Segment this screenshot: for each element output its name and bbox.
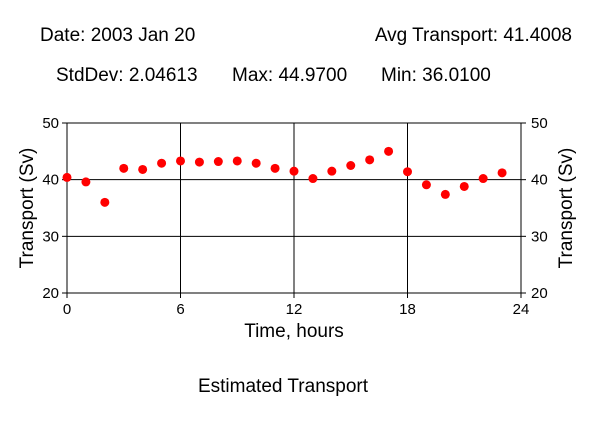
data-point xyxy=(478,174,488,184)
avg-transport-label: Avg Transport: 41.4008 xyxy=(375,25,572,46)
y-axis-title-left: Transport (Sv) xyxy=(17,148,38,269)
y-tick-label-left: 50 xyxy=(42,115,59,132)
data-point xyxy=(157,158,167,168)
data-point xyxy=(232,156,242,166)
y-tick-label-right: 40 xyxy=(531,172,548,189)
max-label: Max: 44.9700 xyxy=(232,65,347,86)
data-point xyxy=(138,164,148,174)
y-tick-label-left: 20 xyxy=(42,285,59,302)
data-point xyxy=(119,163,129,173)
data-point xyxy=(421,180,431,190)
x-tick-label: 6 xyxy=(176,301,184,318)
y-tick-label-right: 50 xyxy=(531,115,548,132)
data-point xyxy=(194,157,204,167)
data-point xyxy=(213,157,223,167)
data-point xyxy=(497,168,507,178)
data-point xyxy=(289,166,299,176)
x-tick-label: 12 xyxy=(286,301,303,318)
data-point xyxy=(251,158,261,168)
stddev-label: StdDev: 2.04613 xyxy=(56,65,198,86)
data-point xyxy=(270,163,280,173)
data-point xyxy=(327,166,337,176)
data-point xyxy=(459,181,469,191)
y-axis-title-right: Transport (Sv) xyxy=(556,148,577,269)
data-points xyxy=(62,146,507,207)
x-tick-label: 24 xyxy=(513,301,530,318)
data-point xyxy=(100,197,110,207)
data-point xyxy=(62,172,72,182)
data-point xyxy=(384,146,394,156)
data-point xyxy=(365,155,375,165)
y-tick-label-right: 30 xyxy=(531,228,548,245)
x-axis-title: Time, hours xyxy=(244,321,344,342)
date-label: Date: 2003 Jan 20 xyxy=(40,25,195,46)
data-point xyxy=(308,174,318,184)
y-tick-label-left: 30 xyxy=(42,228,59,245)
data-point xyxy=(403,167,412,177)
chart-caption: Estimated Transport xyxy=(198,376,369,397)
min-label: Min: 36.0100 xyxy=(381,65,491,86)
data-point xyxy=(346,161,356,170)
data-point xyxy=(440,189,450,199)
axis-ticks xyxy=(62,122,526,298)
x-tick-label: 18 xyxy=(399,301,416,318)
grid-lines xyxy=(67,123,521,293)
data-point xyxy=(176,156,185,166)
y-tick-label-left: 40 xyxy=(42,172,59,189)
x-tick-label: 0 xyxy=(63,301,71,318)
data-point xyxy=(81,177,91,187)
y-tick-label-right: 20 xyxy=(531,285,548,302)
